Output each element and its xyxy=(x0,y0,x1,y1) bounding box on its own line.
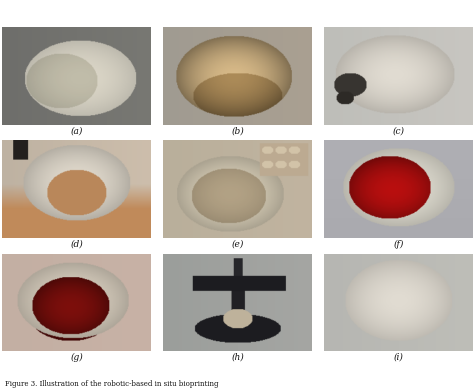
Text: (d): (d) xyxy=(71,240,83,249)
Text: (c): (c) xyxy=(392,127,404,136)
Text: (i): (i) xyxy=(393,353,403,362)
Text: (a): (a) xyxy=(71,127,83,136)
Text: (e): (e) xyxy=(231,240,244,249)
Text: (g): (g) xyxy=(71,353,83,362)
Text: (b): (b) xyxy=(231,127,244,136)
Text: Figure 3. Illustration of the robotic-based in situ bioprinting: Figure 3. Illustration of the robotic-ba… xyxy=(5,380,218,388)
Text: (h): (h) xyxy=(231,353,244,362)
Text: (f): (f) xyxy=(393,240,404,249)
